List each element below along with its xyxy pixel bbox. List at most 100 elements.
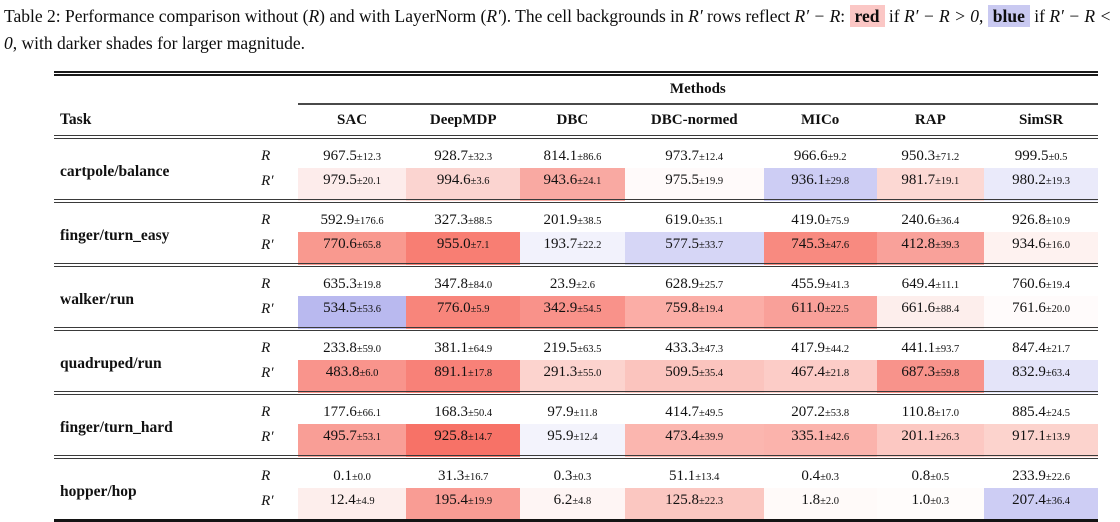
r-value-cell: 0.4±0.3: [763, 455, 877, 489]
caption-text: if: [884, 6, 904, 26]
score-value: 635.3: [323, 275, 357, 292]
score-stddev: ±0.5: [1048, 151, 1068, 163]
r-row: walker/run R 635.3±19.8 347.8±84.0 23.9±2.6 6…: [54, 263, 1098, 330]
rprime-row: R′ 483.8±6.0 891.1±17.8 291.3±55.0 509.5±35.…: [54, 360, 1098, 394]
caption-text: ,: [979, 6, 988, 26]
row-label-rprime: R′: [261, 300, 274, 317]
r-value-cell: 381.1±64.9: [406, 327, 521, 361]
r-value-cell: 926.8±10.9: [984, 199, 1098, 233]
score-stddev: ±39.3: [935, 240, 960, 252]
score-value: 760.6: [1012, 275, 1046, 292]
score-stddev: ±4.8: [572, 496, 592, 508]
score-value: 168.3: [434, 403, 469, 420]
rprime-value-cell: 936.1±29.8: [763, 168, 877, 202]
rprime-value-cell: 335.1±42.6: [763, 424, 877, 458]
score-value: 441.1: [901, 339, 936, 356]
score-value: 0.8: [911, 467, 931, 484]
rprime-value-cell: 981.7±19.1: [876, 168, 985, 202]
score-value: 649.4: [901, 275, 936, 292]
task-group: finger/turn_hard R 177.6±66.1 168.3±50.4 97.…: [54, 391, 1098, 458]
r-value-cell: 168.3±50.4: [406, 391, 521, 425]
math-text: R′ − R < 0: [4, 6, 1112, 54]
score-value: 51.1: [669, 467, 696, 484]
score-value: 0.3: [553, 467, 573, 484]
score-value: 926.8: [1012, 211, 1046, 228]
score-value: 467.4: [791, 364, 825, 381]
score-stddev: ±24.5: [1045, 407, 1071, 419]
rprime-value-cell: 193.7±22.2: [520, 232, 625, 266]
math-text: R: [308, 6, 320, 26]
score-value: 97.9: [547, 403, 574, 420]
score-stddev: ±54.5: [577, 304, 602, 316]
score-value: 233.8: [323, 339, 357, 356]
score-stddev: ±19.4: [699, 304, 724, 316]
score-stddev: ±5.9: [470, 304, 490, 316]
row-label-rprime: R′: [261, 492, 274, 509]
r-value-cell: 847.4±21.7: [984, 327, 1098, 361]
score-stddev: ±24.1: [577, 176, 602, 188]
score-value: 495.7: [323, 428, 357, 445]
r-value-cell: 233.8±59.0: [297, 327, 407, 361]
r-value-cell: 967.5±12.3: [297, 135, 407, 169]
score-stddev: ±176.6: [354, 215, 384, 227]
score-stddev: ±10.9: [1045, 215, 1071, 227]
rprime-value-cell: 955.0±7.1: [406, 232, 521, 266]
score-value: 207.2: [791, 403, 825, 420]
score-value: 291.3: [543, 364, 578, 381]
caption-text: , with darker shades for larger magnitud…: [12, 33, 305, 54]
r-value-cell: 433.3±47.3: [624, 327, 764, 361]
score-value: 347.8: [434, 275, 469, 292]
rprime-value-cell: 980.2±19.3: [984, 168, 1098, 202]
score-value: 936.1: [791, 172, 825, 189]
row-label-r: R: [259, 455, 298, 489]
task-name: finger/turn_easy: [54, 199, 260, 266]
rprime-value-cell: 832.9±63.4: [984, 360, 1098, 394]
caption-text: ) and with LayerNorm (: [319, 6, 487, 26]
score-value: 776.0: [436, 300, 471, 317]
score-stddev: ±29.8: [824, 176, 850, 188]
score-stddev: ±19.9: [699, 176, 724, 188]
score-stddev: ±12.4: [699, 151, 724, 163]
r-value-cell: 635.3±19.8: [297, 263, 407, 297]
score-stddev: ±47.6: [824, 240, 850, 252]
r-value-cell: 23.9±2.6: [520, 263, 625, 297]
rprime-value-cell: 776.0±5.9: [406, 296, 521, 330]
score-value: 847.4: [1012, 339, 1046, 356]
rprime-value-cell: 577.5±33.7: [624, 232, 764, 266]
score-stddev: ±0.0: [351, 471, 371, 483]
score-stddev: ±50.4: [468, 407, 493, 419]
row-label-rprime: R′: [261, 236, 274, 253]
score-stddev: ±65.8: [356, 240, 381, 252]
col-header-rap: RAP: [914, 111, 946, 128]
score-stddev: ±55.0: [577, 368, 602, 380]
caption-text: if: [1029, 6, 1050, 26]
score-stddev: ±42.6: [824, 432, 850, 444]
rprime-row: R′ 534.5±53.6 776.0±5.9 342.9±54.5 759.8±19.…: [54, 296, 1098, 330]
score-value: 455.9: [791, 275, 825, 292]
score-stddev: ±49.5: [699, 407, 724, 419]
rprime-value-cell: 975.5±19.9: [624, 168, 764, 202]
score-stddev: ±88.4: [935, 304, 960, 316]
score-stddev: ±22.2: [577, 240, 602, 252]
r-value-cell: 31.3±16.7: [406, 455, 521, 489]
score-stddev: ±64.9: [468, 343, 493, 355]
col-header-mico: MICo: [800, 111, 840, 128]
score-value: 999.5: [1014, 147, 1049, 164]
score-value: 980.2: [1012, 172, 1046, 189]
score-value: 628.9: [665, 275, 700, 292]
score-value: 342.9: [543, 300, 578, 317]
task-name: quadruped/run: [54, 327, 260, 394]
score-stddev: ±0.3: [572, 471, 592, 483]
caption-label: Table 2:: [4, 6, 65, 26]
r-value-cell: 455.9±41.3: [763, 263, 877, 297]
task-name: cartpole/balance: [54, 135, 260, 202]
rprime-value-cell: 759.8±19.4: [624, 296, 764, 330]
score-value: 966.6: [793, 147, 828, 164]
row-label-r: R: [259, 263, 298, 297]
r-row: quadruped/run R 233.8±59.0 381.1±64.9 219.5±…: [54, 327, 1098, 394]
score-value: 1.8: [801, 492, 821, 509]
math-text: R′: [688, 6, 703, 26]
score-stddev: ±33.7: [699, 240, 724, 252]
score-value: 381.1: [434, 339, 469, 356]
score-value: 219.5: [543, 339, 578, 356]
